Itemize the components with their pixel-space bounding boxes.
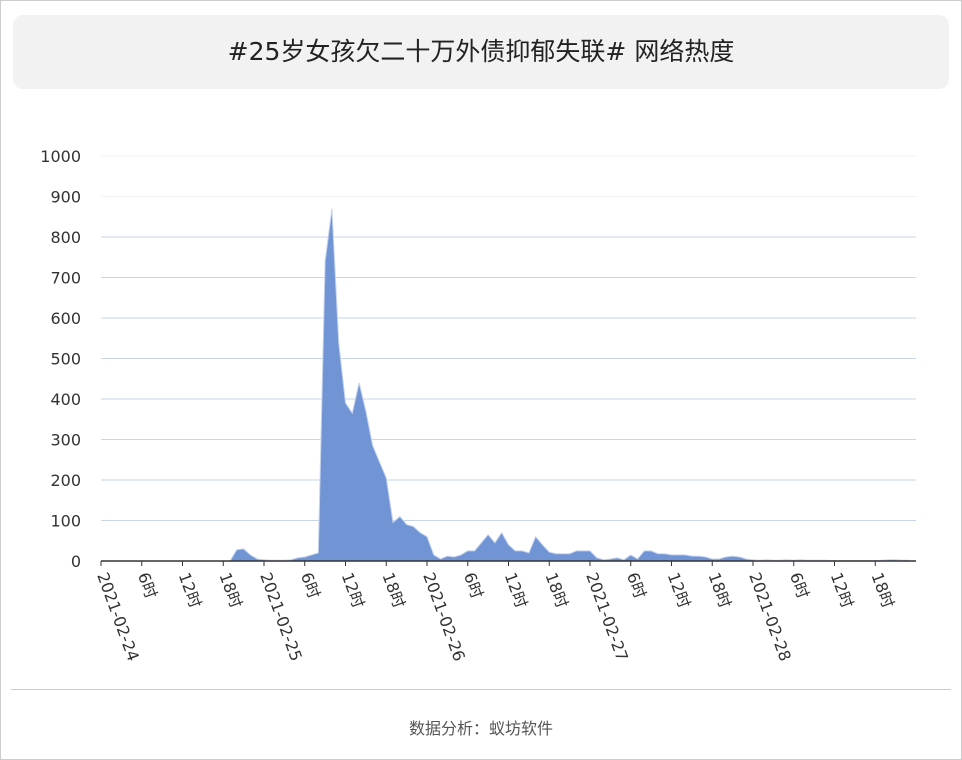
x-tick-label: 2021-02-24 xyxy=(93,570,143,664)
x-tick-label: 2021-02-27 xyxy=(582,570,632,664)
y-tick-label: 200 xyxy=(50,471,81,490)
x-tick-label: 12时 xyxy=(338,570,368,611)
y-tick-label: 100 xyxy=(50,512,81,531)
x-tick-label: 12时 xyxy=(175,570,205,611)
x-tick-label: 6时 xyxy=(297,570,324,601)
y-tick-label: 300 xyxy=(50,431,81,450)
x-tick-label: 18时 xyxy=(215,570,245,611)
chart-title: #25岁女孩欠二十万外债抑郁失联# 网络热度 xyxy=(227,37,735,66)
chart: 0 100 200 300 400 500 600 700 800 900 1000 2021-02-… xyxy=(40,147,916,664)
x-tick-label: 18时 xyxy=(867,570,897,611)
x-tick-label: 12时 xyxy=(501,570,531,611)
x-tick-label: 18时 xyxy=(704,570,734,611)
y-tick-label: 700 xyxy=(50,269,81,288)
title-bar: #25岁女孩欠二十万外债抑郁失联# 网络热度 xyxy=(13,15,949,89)
y-tick-label: 800 xyxy=(50,228,81,247)
x-tick-label: 6时 xyxy=(786,570,813,601)
divider xyxy=(11,689,951,690)
y-tick-label: 400 xyxy=(50,390,81,409)
x-tick-label: 2021-02-25 xyxy=(256,570,306,664)
x-tick-label: 18时 xyxy=(378,570,408,611)
y-tick-label: 600 xyxy=(50,309,81,328)
x-tick-label: 6时 xyxy=(134,570,161,601)
x-tick-label: 6时 xyxy=(460,570,487,601)
x-tick-label: 2021-02-28 xyxy=(745,570,795,664)
y-tick-label: 0 xyxy=(71,552,81,571)
y-tick-label: 1000 xyxy=(40,147,81,166)
y-tick-label: 500 xyxy=(50,350,81,369)
source: 数据分析：蚁坊软件 xyxy=(408,719,553,738)
x-tick-label: 2021-02-26 xyxy=(419,570,469,664)
x-tick-label: 12时 xyxy=(827,570,857,611)
y-tick-label: 900 xyxy=(50,188,81,207)
x-tick-label: 18时 xyxy=(541,570,571,611)
x-tick-label: 6时 xyxy=(623,570,650,601)
area xyxy=(101,208,910,562)
x-tick-label: 12时 xyxy=(664,570,694,611)
